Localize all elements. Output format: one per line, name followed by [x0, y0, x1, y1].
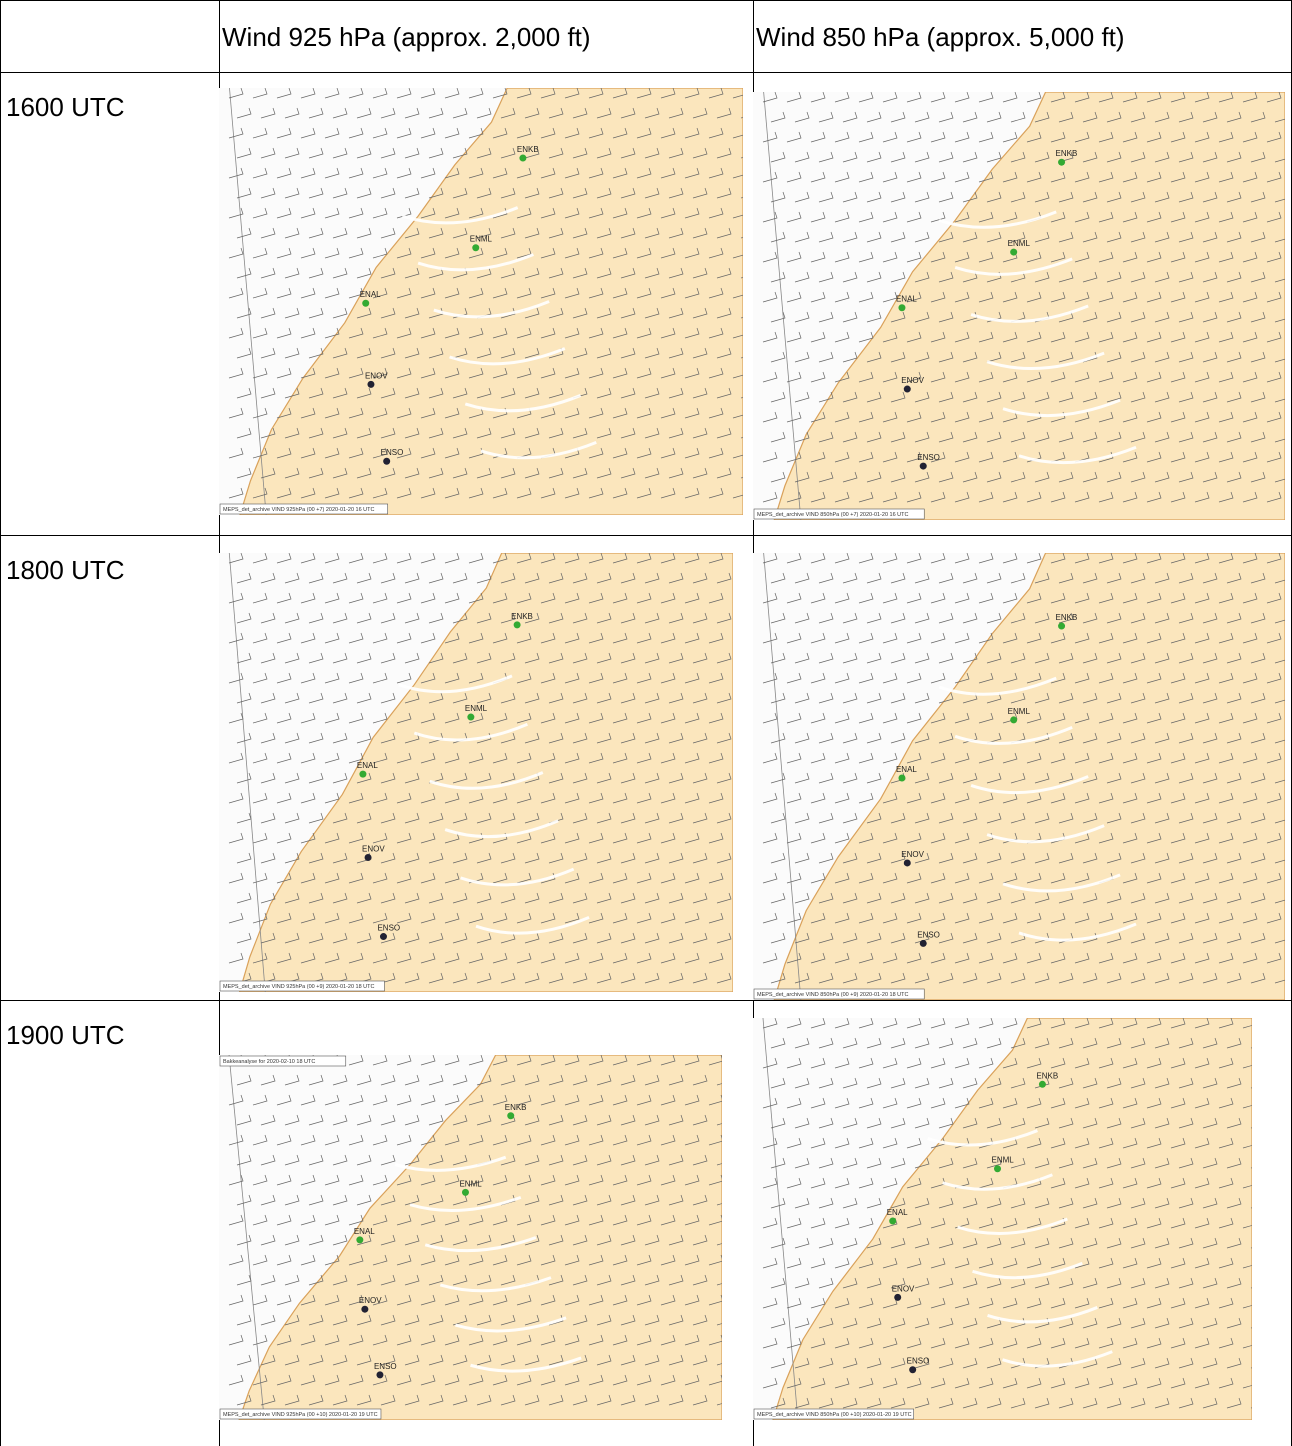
wind-map: ENKB ENML ENAL ENOV ENSO Bakkeanalyse for 202…	[219, 1055, 731, 1420]
station-label: ENAL	[357, 761, 378, 770]
station-marker	[367, 381, 374, 388]
station-marker	[462, 1189, 469, 1196]
station-label: ENOV	[365, 371, 388, 380]
station-label: ENSO	[381, 448, 404, 457]
station-label: ENSO	[917, 453, 940, 462]
page: Wind 925 hPa (approx. 2,000 ft) Wind 850 …	[0, 0, 1292, 1446]
map-caption: MEPS_det_archive VIND 850hPa (00 +9) 202…	[757, 992, 909, 998]
station-marker	[920, 940, 927, 947]
station-marker	[1058, 159, 1065, 166]
station-marker	[920, 463, 927, 470]
station-label: ENSO	[917, 930, 940, 939]
station-label: ENAL	[354, 1227, 375, 1236]
station-label: ENML	[1008, 239, 1031, 248]
station-label: ENAL	[360, 290, 381, 299]
station-label: ENML	[459, 1179, 482, 1188]
station-marker	[467, 714, 474, 721]
map-caption: MEPS_det_archive VIND 925hPa (00 +7) 202…	[223, 507, 375, 513]
station-marker	[507, 1112, 514, 1119]
station-label: ENAL	[887, 1208, 908, 1217]
station-marker	[904, 859, 911, 866]
station-marker	[380, 933, 387, 940]
station-marker	[898, 304, 905, 311]
station-marker	[898, 775, 905, 782]
station-marker	[383, 458, 390, 465]
station-marker	[1010, 716, 1017, 723]
map-caption: MEPS_det_archive VIND 925hPa (00 +9) 202…	[223, 984, 375, 990]
wind-map: ENKB ENML ENAL ENOV ENSO MEPS_det_archive VIN…	[753, 92, 1289, 520]
row-label: 1600 UTC	[6, 92, 125, 122]
station-marker	[362, 300, 369, 307]
station-label: ENML	[470, 235, 493, 244]
station-label: ENKB	[517, 145, 539, 154]
station-marker	[909, 1366, 916, 1373]
station-marker	[1058, 623, 1065, 630]
station-label: ENKB	[1036, 1071, 1058, 1080]
station-marker	[361, 1306, 368, 1313]
station-label: ENML	[1008, 707, 1031, 716]
wind-map: ENKB ENML ENAL ENOV ENSO MEPS_det_archive VIN…	[219, 88, 755, 515]
station-marker	[519, 155, 526, 162]
station-label: ENKB	[505, 1103, 527, 1112]
column-header: Wind 925 hPa (approx. 2,000 ft)	[222, 22, 591, 52]
station-label: ENSO	[377, 924, 400, 933]
row-label: 1900 UTC	[6, 1020, 125, 1050]
station-marker	[356, 1236, 363, 1243]
station-label: ENAL	[896, 765, 917, 774]
map-top-label: Bakkeanalyse for 2020-02-10 18 UTC	[223, 1059, 315, 1065]
wind-map: ENKB ENML ENAL ENOV ENSO MEPS_det_archive VIN…	[753, 553, 1289, 1000]
station-marker	[472, 244, 479, 251]
station-label: ENML	[465, 704, 488, 713]
station-marker	[365, 854, 372, 861]
map-caption: MEPS_det_archive VIND 850hPa (00 +7) 202…	[757, 512, 909, 518]
column-header: Wind 850 hPa (approx. 5,000 ft)	[756, 22, 1125, 52]
station-label: ENSO	[374, 1362, 397, 1371]
station-label: ENKB	[1056, 149, 1078, 158]
station-marker	[1039, 1081, 1046, 1088]
station-label: ENOV	[892, 1284, 915, 1293]
station-marker	[1010, 249, 1017, 256]
station-label: ENML	[992, 1156, 1015, 1165]
wind-map: ENKB ENML ENAL ENOV ENSO MEPS_det_archive VIN…	[219, 553, 755, 992]
station-label: ENSO	[907, 1357, 930, 1366]
station-label: ENOV	[359, 1296, 382, 1305]
station-label: ENOV	[362, 845, 385, 854]
station-marker	[894, 1294, 901, 1301]
station-marker	[376, 1371, 383, 1378]
station-label: ENOV	[901, 376, 924, 385]
station-marker	[889, 1217, 896, 1224]
map-caption: MEPS_det_archive VIND 925hPa (00 +10) 20…	[223, 1412, 378, 1418]
station-label: ENAL	[896, 295, 917, 304]
station-marker	[514, 621, 521, 628]
station-marker	[904, 386, 911, 393]
station-label: ENOV	[901, 850, 924, 859]
station-marker	[359, 771, 366, 778]
station-marker	[994, 1165, 1001, 1172]
map-caption: MEPS_det_archive VIND 850hPa (00 +10) 20…	[757, 1412, 912, 1418]
wind-map: ENKB ENML ENAL ENOV ENSO MEPS_det_archive VIN…	[753, 1018, 1265, 1420]
row-label: 1800 UTC	[6, 555, 125, 585]
station-label: ENKB	[1056, 613, 1078, 622]
station-label: ENKB	[511, 612, 533, 621]
